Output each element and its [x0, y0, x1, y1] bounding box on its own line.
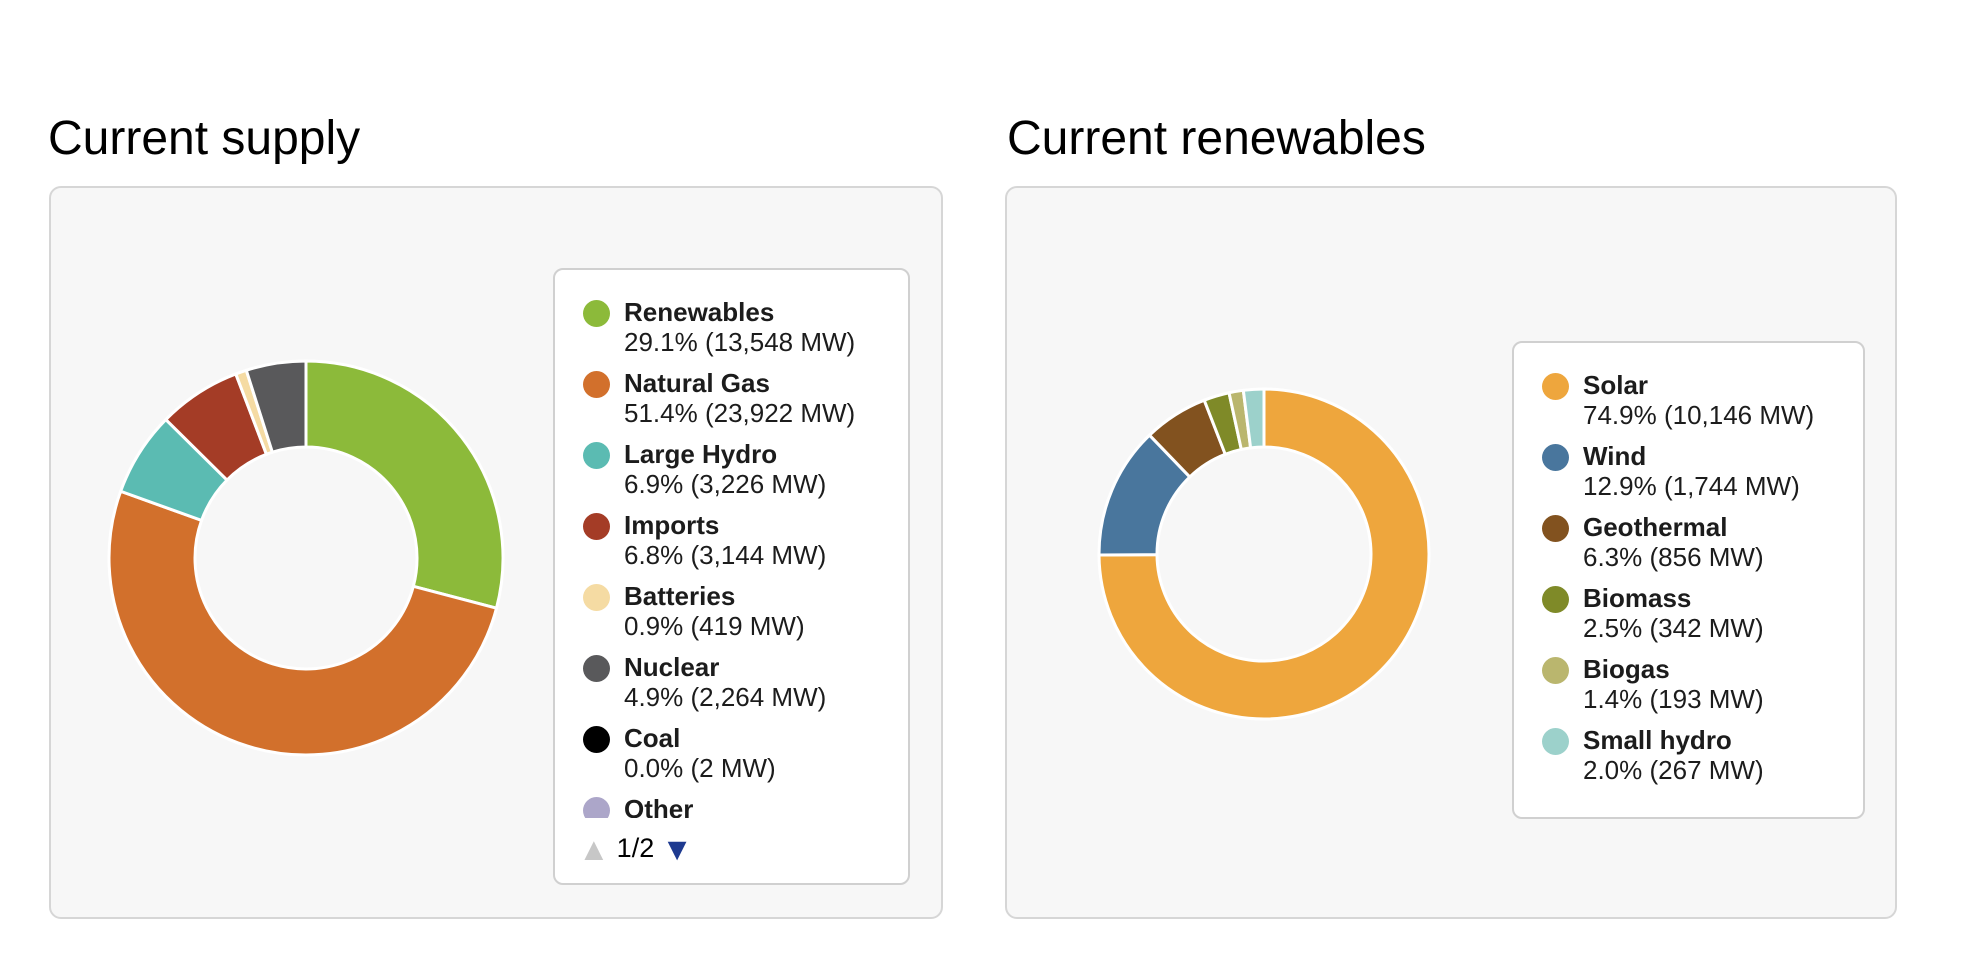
legend-color-dot-icon — [1542, 444, 1569, 471]
current-supply-title: Current supply — [48, 112, 361, 165]
legend-item-value: 6.9% (3,226 MW) — [624, 469, 827, 499]
legend-color-dot-icon — [1542, 586, 1569, 613]
legend-item-label: Imports — [624, 510, 720, 540]
legend-color-dot-icon — [1542, 657, 1569, 684]
legend-item-batteries: Batteries 0.9% (419 MW) — [583, 581, 890, 641]
legend-item-geothermal: Geothermal 6.3% (856 MW) — [1542, 512, 1845, 572]
current-supply-legend: Renewables 29.1% (13,548 MW) Natural Gas… — [553, 268, 910, 885]
legend-item-label: Batteries — [624, 581, 736, 611]
legend-color-dot-icon — [583, 726, 610, 753]
legend-item-natural-gas: Natural Gas 51.4% (23,922 MW) — [583, 368, 890, 428]
legend-item-coal: Coal 0.0% (2 MW) — [583, 723, 890, 783]
legend-item-value: 29.1% (13,548 MW) — [624, 327, 856, 357]
legend-item-other: Other — [583, 794, 890, 818]
legend-item-label: Biomass — [1583, 583, 1692, 613]
legend-page-down-icon[interactable]: ▼ — [661, 830, 693, 867]
legend-item-label: Small hydro — [1583, 725, 1732, 755]
donut-slice-small-hydro[interactable] — [1241, 387, 1266, 450]
legend-item-label: Geothermal — [1583, 512, 1728, 542]
current-renewables-card: Solar 74.9% (10,146 MW) Wind 12.9% (1,74… — [1005, 186, 1897, 919]
legend-item-label: Large Hydro — [624, 439, 778, 469]
legend-item-value: 51.4% (23,922 MW) — [624, 398, 856, 428]
legend-item-value: 12.9% (1,744 MW) — [1583, 471, 1800, 501]
legend-item-biomass: Biomass 2.5% (342 MW) — [1542, 583, 1845, 643]
legend-item-wind: Wind 12.9% (1,744 MW) — [1542, 441, 1845, 501]
legend-item-value: 2.0% (267 MW) — [1583, 755, 1764, 785]
legend-list: Solar 74.9% (10,146 MW) Wind 12.9% (1,74… — [1514, 343, 1863, 796]
legend-item-imports: Imports 6.8% (3,144 MW) — [583, 510, 890, 570]
legend-item-label: Renewables — [624, 297, 775, 327]
legend-item-value: 6.8% (3,144 MW) — [624, 540, 827, 570]
legend-color-dot-icon — [583, 797, 610, 818]
donut-slice-natural-gas[interactable] — [107, 489, 498, 757]
legend-color-dot-icon — [583, 371, 610, 398]
legend-item-label: Coal — [624, 723, 681, 753]
current-renewables-title: Current renewables — [1007, 112, 1426, 165]
current-supply-card: Renewables 29.1% (13,548 MW) Natural Gas… — [49, 186, 943, 919]
legend-item-nuclear: Nuclear 4.9% (2,264 MW) — [583, 652, 890, 712]
donut-slice-nuclear[interactable] — [244, 359, 308, 454]
legend-color-dot-icon — [583, 442, 610, 469]
legend-item-small-hydro: Small hydro 2.0% (267 MW) — [1542, 725, 1845, 785]
legend-color-dot-icon — [1542, 728, 1569, 755]
legend-item-value: 2.5% (342 MW) — [1583, 613, 1764, 643]
legend-item-value: 6.3% (856 MW) — [1583, 542, 1764, 572]
current-renewables-donut-chart[interactable] — [1096, 386, 1432, 722]
legend-item-solar: Solar 74.9% (10,146 MW) — [1542, 370, 1845, 430]
legend-color-dot-icon — [1542, 515, 1569, 542]
legend-item-label: Biogas — [1583, 654, 1670, 684]
legend-pager: ▲ 1/2 ▼ — [578, 830, 693, 867]
legend-item-value: 0.0% (2 MW) — [624, 753, 776, 783]
legend-page-indicator: 1/2 — [616, 833, 655, 863]
legend-item-biogas: Biogas 1.4% (193 MW) — [1542, 654, 1845, 714]
legend-item-label: Solar — [1583, 370, 1649, 400]
donut-slice-solar[interactable] — [1097, 387, 1431, 721]
legend-item-label: Other — [624, 794, 694, 818]
legend-item-value: 0.9% (419 MW) — [624, 611, 805, 641]
legend-color-dot-icon — [583, 655, 610, 682]
legend-color-dot-icon — [583, 513, 610, 540]
legend-item-value: 74.9% (10,146 MW) — [1583, 400, 1815, 430]
legend-item-value: 1.4% (193 MW) — [1583, 684, 1764, 714]
legend-item-value: 4.9% (2,264 MW) — [624, 682, 827, 712]
legend-page-up-icon[interactable]: ▲ — [578, 830, 610, 867]
legend-item-label: Wind — [1583, 441, 1647, 471]
legend-item-renewables: Renewables 29.1% (13,548 MW) — [583, 297, 890, 357]
current-renewables-legend: Solar 74.9% (10,146 MW) Wind 12.9% (1,74… — [1512, 341, 1865, 819]
legend-item-label: Natural Gas — [624, 368, 770, 398]
legend-list: Renewables 29.1% (13,548 MW) Natural Gas… — [555, 270, 908, 818]
donut-slice-renewables[interactable] — [304, 359, 505, 610]
legend-color-dot-icon — [1542, 373, 1569, 400]
current-supply-donut-chart[interactable] — [106, 358, 506, 758]
legend-item-label: Nuclear — [624, 652, 720, 682]
legend-color-dot-icon — [583, 300, 610, 327]
legend-item-large-hydro: Large Hydro 6.9% (3,226 MW) — [583, 439, 890, 499]
legend-color-dot-icon — [583, 584, 610, 611]
